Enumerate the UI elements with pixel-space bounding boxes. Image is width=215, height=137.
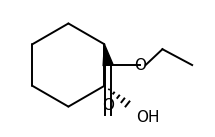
Text: OH: OH [136, 110, 160, 125]
Text: O: O [134, 58, 146, 72]
Polygon shape [103, 44, 113, 66]
Text: O: O [102, 98, 114, 113]
